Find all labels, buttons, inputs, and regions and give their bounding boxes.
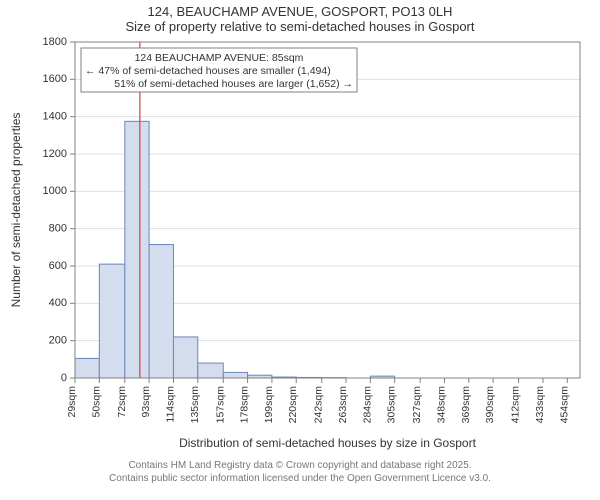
x-tick-label: 199sqm [263,386,275,424]
histogram-chart: 0 200 400 600 800 1000 1200 1400 1600 1800 29sqm 50… [0,0,600,445]
x-tick-label: 284sqm [361,386,373,424]
annotation-line3: 51% of semi-detached houses are larger (… [114,78,353,90]
histogram-bar [99,264,124,378]
x-tick-label: 454sqm [558,386,570,424]
y-tick-label: 0 [61,372,67,384]
y-tick-label: 1400 [43,111,67,123]
histogram-bar [198,363,223,378]
histogram-bar [173,337,197,378]
y-tick-label: 1200 [43,148,67,160]
footer-line1: Contains HM Land Registry data © Crown c… [0,460,600,473]
x-tick-label: 50sqm [90,386,102,418]
y-tick-label: 400 [49,297,67,309]
y-tick-label: 800 [49,223,67,235]
chart-container: 124, BEAUCHAMP AVENUE, GOSPORT, PO13 0LH… [0,0,600,500]
x-tick-label: 220sqm [287,386,299,424]
x-tick-label: 242sqm [313,386,325,424]
x-tick-label: 327sqm [411,386,423,424]
y-tick-label: 1000 [43,185,67,197]
footer-attribution: Contains HM Land Registry data © Crown c… [0,460,600,485]
x-tick-label: 72sqm [116,386,128,418]
histogram-bar [149,245,173,378]
x-tick-label: 348sqm [435,386,447,424]
y-tick-label: 200 [49,335,67,347]
x-tick-label: 412sqm [510,386,522,424]
annotation-line1: 124 BEAUCHAMP AVENUE: 85sqm [135,52,304,64]
x-tick-label: 178sqm [239,386,251,424]
x-tick-label: 114sqm [164,386,176,423]
x-tick-label: 93sqm [140,386,152,418]
y-tick-label: 600 [49,260,67,272]
y-axis-label: Number of semi-detached properties [9,113,23,308]
y-tick-label: 1600 [43,73,67,85]
x-tick-label: 157sqm [214,386,226,424]
x-tick-label: 369sqm [460,386,472,424]
x-tick-label: 390sqm [484,386,496,424]
x-tick-label: 305sqm [386,386,398,424]
x-tick-label: 433sqm [534,386,546,424]
y-tick-label: 1800 [43,36,67,48]
histogram-bar [223,372,247,378]
annotation-line2: ← 47% of semi-detached houses are smalle… [85,65,331,77]
x-tick-label: 263sqm [337,386,349,424]
histogram-bar [125,121,149,378]
x-axis-label: Distribution of semi-detached houses by … [75,436,580,450]
x-tick-label: 29sqm [66,386,78,418]
histogram-bar [75,358,99,378]
footer-line2: Contains public sector information licen… [0,473,600,486]
x-tick-label: 135sqm [189,386,201,424]
